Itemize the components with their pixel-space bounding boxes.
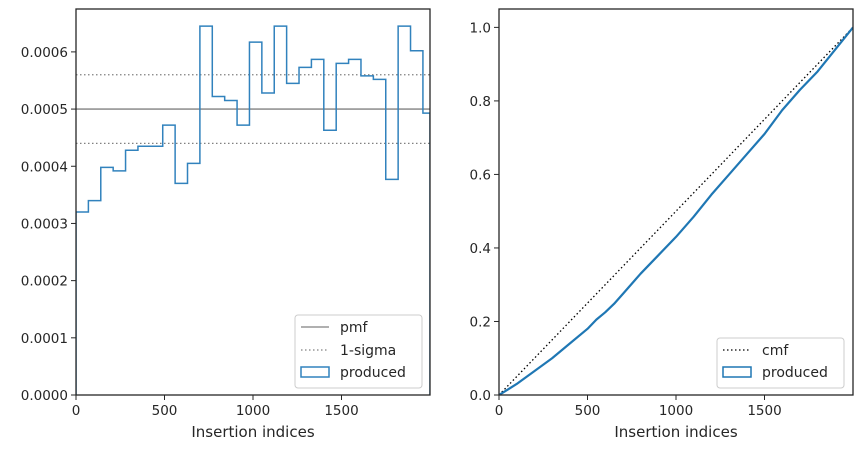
legend-produced-label: produced	[762, 365, 828, 381]
plot-area	[76, 25, 430, 395]
y-tick-label: 0.4	[470, 241, 491, 257]
x-tick-label: 1000	[236, 403, 270, 419]
plot-area	[499, 26, 853, 395]
x-tick-label: 0	[72, 403, 81, 419]
y-tick-label: 0.0000	[21, 388, 68, 404]
legend: cmf produced	[716, 337, 845, 389]
legend-produced-swatch	[722, 366, 752, 378]
y-tick-label: 0.6	[470, 167, 491, 183]
x-tick-label: 500	[575, 403, 601, 419]
histogram-panel: 0 500 1000 1500 0.0000 0.0001 0.0002 0.0003 0.00…	[21, 8, 431, 441]
y-tick-label: 0.2	[470, 314, 491, 330]
cmf-line	[499, 26, 853, 395]
y-tick-label: 0.0003	[21, 216, 68, 232]
y-tick-label: 0.0005	[21, 102, 68, 118]
legend-box	[716, 337, 845, 389]
produced-histogram	[76, 25, 430, 395]
x-tick-label: 1500	[747, 403, 781, 419]
legend-produced-swatch	[300, 366, 330, 378]
cumulative-panel: 0 500 1000 1500 0.0 0.2 0.4 0.6 0.8 1.0 Insertion …	[470, 8, 854, 441]
x-tick-label: 1500	[324, 403, 358, 419]
legend-box	[294, 314, 423, 389]
y-tick-label: 0.0	[470, 388, 491, 404]
y-tick-label: 0.8	[470, 94, 491, 110]
x-axis-label: Insertion indices	[614, 423, 737, 441]
y-tick-label: 0.0002	[21, 274, 68, 290]
y-tick-label: 0.0001	[21, 331, 68, 347]
legend-sigma-label: 1-sigma	[340, 343, 396, 359]
legend-cmf-label: cmf	[762, 343, 789, 359]
axes-frame	[75, 8, 431, 396]
axes-frame	[498, 8, 854, 396]
x-tick-label: 500	[152, 403, 178, 419]
y-tick-label: 1.0	[470, 20, 491, 36]
x-tick-label: 1000	[659, 403, 693, 419]
y-tick-label: 0.0004	[21, 159, 68, 175]
legend: pmf 1-sigma produced	[294, 314, 423, 389]
produced-curve	[499, 26, 853, 395]
legend-produced-label: produced	[340, 365, 406, 381]
y-tick-label: 0.0006	[21, 45, 68, 61]
legend-pmf-label: pmf	[340, 320, 369, 336]
x-tick-label: 0	[495, 403, 504, 419]
x-axis-label: Insertion indices	[191, 423, 314, 441]
